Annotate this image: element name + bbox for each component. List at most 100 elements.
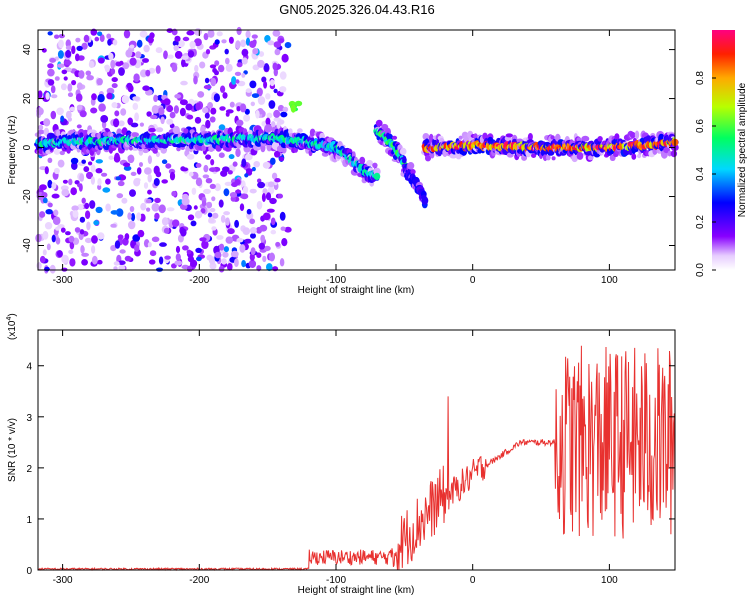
scattered-noise — [244, 238, 252, 244]
scattered-noise — [155, 47, 163, 54]
scattered-noise — [90, 107, 98, 114]
spectrogram-xtick-label: 0 — [470, 275, 476, 286]
scattered-noise — [124, 233, 130, 241]
scattered-noise — [74, 227, 81, 233]
scattered-noise — [236, 26, 242, 36]
main-band-halo — [183, 128, 189, 134]
scattered-noise — [211, 196, 216, 202]
scattered-noise — [91, 255, 98, 265]
scattered-noise — [268, 252, 275, 262]
scattered-noise — [259, 224, 268, 232]
scattered-noise — [256, 252, 262, 258]
scattered-noise — [205, 178, 213, 184]
scattered-noise — [97, 94, 105, 103]
scattered-noise — [111, 77, 118, 83]
branch-band-halo — [399, 147, 407, 155]
strong-band-halo — [531, 153, 537, 159]
scattered-noise — [77, 204, 84, 211]
scattered-noise — [134, 178, 141, 182]
scattered-noise — [273, 109, 281, 118]
scattered-noise — [110, 68, 116, 75]
spectrogram-ytick-label: 40 — [22, 44, 33, 56]
scattered-noise — [108, 155, 114, 160]
scattered-noise — [250, 101, 255, 107]
scattered-noise — [240, 193, 249, 200]
snr-frame — [37, 329, 676, 571]
descending-tail-halo — [410, 169, 416, 175]
scattered-noise — [85, 70, 92, 76]
scattered-noise — [127, 212, 132, 220]
scattered-noise — [37, 90, 43, 99]
scattered-noise — [75, 37, 81, 43]
scattered-noise — [118, 260, 126, 266]
scattered-noise — [159, 242, 167, 247]
scattered-noise — [91, 93, 97, 101]
scattered-noise — [193, 205, 198, 210]
scattered-noise — [261, 76, 267, 83]
scattered-noise — [142, 58, 149, 63]
scattered-noise — [65, 231, 71, 236]
snr-ytick-label: 3 — [26, 413, 32, 424]
scattered-noise — [236, 62, 243, 68]
scattered-noise — [127, 117, 133, 126]
scattered-noise — [262, 255, 267, 263]
scattered-noise — [216, 235, 224, 240]
scattered-noise — [229, 192, 238, 198]
scattered-noise — [47, 63, 54, 69]
main-band-halo — [56, 129, 61, 137]
scattered-noise — [187, 214, 195, 221]
scattered-noise — [129, 44, 135, 49]
snr-background — [38, 330, 675, 570]
scattered-noise — [134, 112, 140, 122]
scattered-noise — [153, 94, 159, 102]
scattered-noise — [83, 166, 90, 173]
scattered-noise — [205, 49, 211, 55]
scattered-noise — [51, 234, 56, 243]
scattered-noise — [227, 170, 233, 175]
scattered-noise — [118, 120, 125, 127]
scattered-noise — [80, 245, 85, 254]
scattered-noise — [228, 154, 235, 160]
chart-title: GN05.2025.326.04.43.R16 — [279, 2, 434, 17]
scattered-noise — [195, 177, 203, 187]
scattered-noise — [113, 155, 121, 163]
scattered-noise — [173, 105, 179, 114]
scattered-noise — [158, 107, 165, 116]
scattered-noise — [58, 34, 65, 39]
scattered-noise — [65, 45, 72, 51]
colorbar-tick-label: 0.6 — [695, 119, 706, 133]
scattered-noise — [250, 233, 256, 239]
scattered-noise — [60, 83, 67, 91]
scattered-noise — [47, 68, 55, 77]
scattered-noise — [112, 39, 118, 46]
scattered-noise — [180, 228, 187, 237]
scattered-noise — [205, 119, 211, 129]
scattered-noise — [224, 181, 233, 186]
scattered-noise — [79, 173, 85, 182]
scattered-noise — [129, 206, 135, 212]
main-band-halo — [118, 148, 125, 154]
scattered-noise — [86, 221, 91, 231]
scattered-noise — [203, 188, 211, 194]
scattered-noise — [265, 117, 271, 126]
scattered-noise — [127, 154, 135, 164]
scattered-noise — [79, 229, 85, 235]
scattered-noise — [69, 241, 75, 250]
scattered-noise — [204, 77, 210, 84]
scattered-noise — [39, 255, 46, 264]
scattered-noise — [58, 39, 64, 49]
scattered-noise — [95, 159, 104, 164]
scattered-noise — [267, 40, 275, 46]
scattered-noise — [271, 172, 278, 180]
scattered-noise — [115, 176, 122, 181]
scattered-noise — [54, 34, 60, 39]
scattered-noise — [234, 179, 241, 186]
scattered-noise — [142, 85, 150, 91]
scattered-noise — [249, 188, 257, 194]
scattered-noise — [263, 245, 271, 252]
scattered-noise — [153, 178, 160, 186]
scattered-noise — [161, 159, 168, 164]
snr-ytick-label: 2 — [26, 464, 32, 475]
scattered-noise — [153, 165, 160, 175]
